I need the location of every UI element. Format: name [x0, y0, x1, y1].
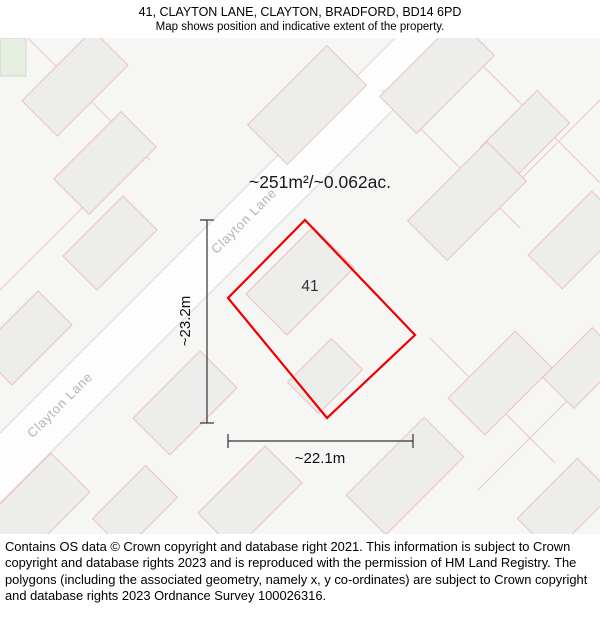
building — [0, 452, 91, 534]
map-canvas: Clayton Lane Clayton Lane ~251m²/~0.062a… — [0, 38, 600, 534]
building — [21, 38, 129, 137]
height-dimension-label: ~23.2m — [177, 296, 194, 346]
building — [447, 330, 553, 436]
green-parcel — [0, 38, 27, 77]
building — [197, 445, 303, 534]
building — [53, 111, 157, 215]
building — [516, 457, 600, 534]
building — [379, 38, 495, 134]
height-dimension-line — [200, 219, 214, 424]
buildings-layer — [0, 38, 600, 534]
building — [406, 140, 528, 262]
copyright-footer: Contains OS data © Crown copyright and d… — [5, 539, 588, 604]
building — [345, 416, 465, 534]
width-dimension-line — [227, 434, 414, 448]
property-outline — [226, 218, 417, 420]
page-subtitle: Map shows position and indicative extent… — [155, 21, 445, 33]
building-plot-41 — [245, 226, 355, 336]
building — [91, 464, 179, 534]
page-header: 41, CLAYTON LANE, CLAYTON, BRADFORD, BD1… — [0, 0, 600, 38]
building — [132, 350, 238, 456]
page-title: 41, CLAYTON LANE, CLAYTON, BRADFORD, BD1… — [138, 5, 462, 19]
building — [541, 326, 600, 410]
building — [286, 337, 364, 415]
building — [246, 44, 368, 166]
width-dimension-label: ~22.1m — [295, 450, 345, 467]
map-image: Clayton Lane Clayton Lane ~251m²/~0.062a… — [0, 38, 600, 534]
building — [527, 190, 600, 290]
building — [0, 290, 73, 386]
area-label: ~251m²/~0.062ac. — [249, 172, 391, 192]
building — [62, 195, 158, 291]
plot-number-label: 41 — [301, 278, 318, 295]
